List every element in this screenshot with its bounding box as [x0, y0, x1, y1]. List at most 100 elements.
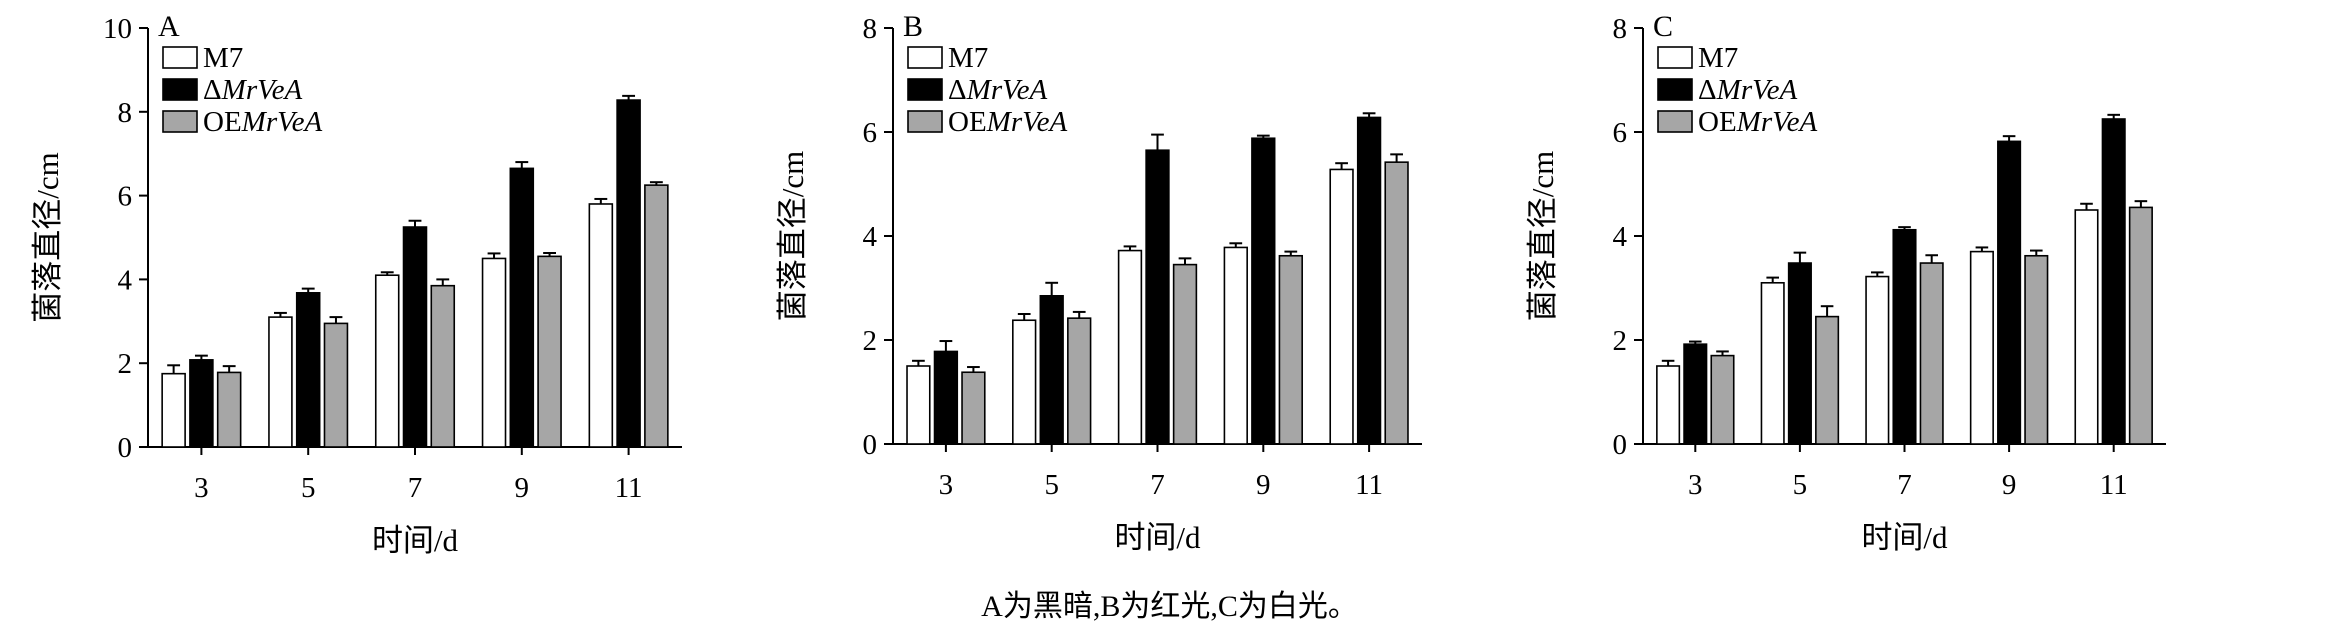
y-tick-label: 4	[863, 221, 878, 253]
y-tick-label: 6	[1613, 117, 1628, 149]
x-tick-label: 9	[515, 472, 530, 504]
x-tick-label: 3	[1688, 469, 1703, 501]
bar	[933, 350, 959, 445]
bar	[1329, 168, 1354, 445]
bar	[537, 255, 562, 448]
bar	[1710, 354, 1735, 445]
legend-swatch	[1657, 46, 1693, 69]
x-axis-label: 时间/d	[1114, 520, 1201, 555]
bar	[588, 203, 614, 448]
bar	[906, 365, 931, 445]
bar	[268, 316, 293, 448]
bar	[1865, 275, 1890, 445]
y-tick-label: 6	[118, 181, 133, 213]
x-tick-label: 3	[194, 472, 209, 504]
y-tick-label: 2	[863, 325, 878, 357]
bar	[1760, 281, 1785, 445]
bar	[1656, 365, 1681, 445]
legend-swatch	[162, 46, 198, 69]
bar	[1251, 137, 1276, 445]
bar	[1892, 228, 1917, 445]
legend-swatch	[907, 78, 943, 101]
bar	[961, 371, 986, 445]
legend-entry: ΔMrVeA	[1698, 74, 1797, 106]
x-tick-label: 5	[1044, 469, 1059, 501]
y-tick-label: 6	[863, 117, 878, 149]
figure-caption: A为黑暗,B为红光,C为白光。	[981, 590, 1358, 623]
legend-swatch	[907, 46, 943, 69]
bar	[1683, 343, 1708, 445]
x-tick-label: 11	[2100, 469, 2128, 501]
x-tick-label: 11	[1355, 469, 1383, 501]
x-axis-label: 时间/d	[1861, 520, 1948, 555]
legend-swatch	[162, 110, 198, 133]
legend-entry: M7	[203, 42, 243, 74]
panel-label: B	[903, 10, 923, 43]
bar	[1117, 249, 1143, 445]
legend-entry: ΔMrVeA	[948, 74, 1047, 106]
y-axis-label: 菌落直径/cm	[1525, 151, 1560, 322]
legend-swatch	[1657, 110, 1693, 133]
bar	[1145, 149, 1170, 445]
bar	[189, 359, 214, 448]
y-tick-label: 2	[118, 348, 133, 380]
legend-entry: OEMrVeA	[948, 106, 1067, 138]
bar	[509, 167, 535, 448]
bar	[402, 226, 428, 448]
x-tick-label: 9	[2002, 469, 2017, 501]
bar	[1919, 262, 1944, 445]
bar	[1969, 250, 1994, 445]
y-axis-label: 菌落直径/cm	[775, 151, 810, 322]
legend-entry: ΔMrVeA	[203, 74, 302, 106]
bar	[161, 372, 186, 448]
bar	[295, 292, 321, 448]
bar	[1787, 262, 1812, 445]
x-tick-label: 9	[1256, 469, 1271, 501]
bar	[1223, 246, 1248, 445]
bar	[1278, 254, 1303, 445]
legend-entry: OEMrVeA	[203, 106, 322, 138]
panel-label: C	[1653, 10, 1673, 43]
bar	[430, 284, 456, 448]
bar	[1356, 116, 1382, 445]
bar	[1067, 317, 1092, 445]
legend-swatch	[907, 110, 943, 133]
x-tick-label: 3	[939, 469, 954, 501]
bar	[2101, 118, 2126, 445]
x-tick-label: 7	[1897, 469, 1912, 501]
bar	[1172, 263, 1198, 445]
x-axis-label: 时间/d	[372, 523, 459, 558]
x-tick-label: 11	[615, 472, 643, 504]
y-axis-label: 菌落直径/cm	[30, 152, 65, 323]
bar	[1012, 319, 1037, 445]
y-tick-label: 2	[1613, 325, 1628, 357]
y-tick-label: 4	[1613, 221, 1628, 253]
x-tick-label: 7	[1150, 469, 1165, 501]
x-tick-label: 7	[408, 472, 423, 504]
legend-swatch	[1657, 78, 1693, 101]
bar	[2128, 206, 2153, 445]
y-tick-label: 8	[863, 13, 878, 45]
legend-entry: M7	[1698, 42, 1738, 74]
panel-label: A	[158, 10, 180, 43]
x-tick-label: 5	[1793, 469, 1808, 501]
x-tick-label: 5	[301, 472, 316, 504]
y-tick-label: 4	[118, 264, 133, 296]
y-tick-label: 0	[1613, 429, 1628, 461]
bar	[2024, 254, 2049, 445]
bar	[481, 257, 507, 448]
legend-swatch	[162, 78, 198, 101]
bar	[1997, 140, 2022, 445]
bar	[323, 322, 349, 448]
legend-entry: M7	[948, 42, 988, 74]
y-tick-label: 10	[103, 13, 132, 45]
bar	[2074, 209, 2099, 445]
y-tick-label: 8	[118, 97, 133, 129]
bar	[374, 274, 400, 448]
bar	[1039, 294, 1064, 445]
y-tick-label: 8	[1613, 13, 1628, 45]
